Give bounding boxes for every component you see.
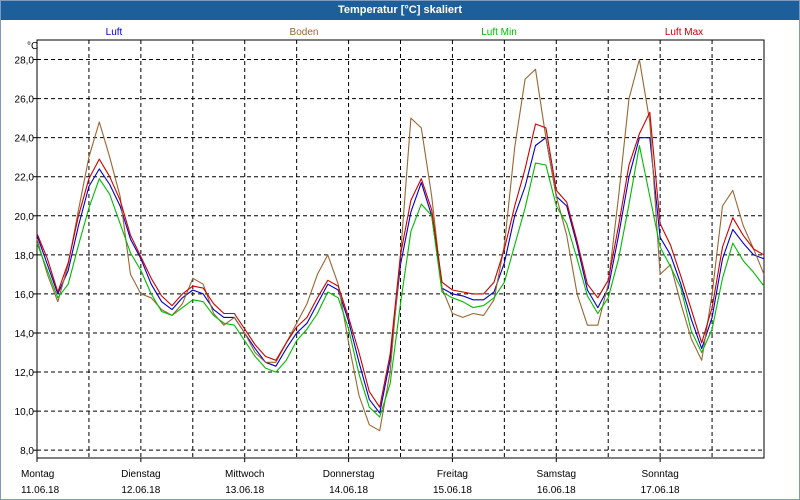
x-tick-day-label: Sonntag <box>642 469 679 480</box>
series-lines <box>36 58 765 432</box>
x-tick-date-label: 16.06.18 <box>537 485 576 496</box>
x-tick-date-label: 12.06.18 <box>121 485 160 496</box>
x-tick-day-label: Mittwoch <box>225 469 264 480</box>
y-tick-label: 20,0 <box>15 212 35 223</box>
y-tick-label: 24,0 <box>15 134 35 145</box>
y-tick-label: 22,0 <box>15 173 35 184</box>
legend: Luft Boden Luft Min Luft Max <box>106 27 704 38</box>
y-tick-label: 14,0 <box>15 329 35 340</box>
series-line-luft-min <box>36 144 765 418</box>
legend-entry-luft-max: Luft Max <box>665 27 703 38</box>
x-tick-date-label: 17.06.18 <box>641 485 680 496</box>
window-title: Temperatur [°C] skaliert <box>1 1 799 20</box>
y-tick-label: 12,0 <box>15 368 35 379</box>
legend-entry-luft: Luft <box>106 27 123 38</box>
x-tick-day-label: Donnerstag <box>323 469 375 480</box>
series-line-luft-max <box>36 111 765 408</box>
y-tick-label: 8,0 <box>20 446 34 457</box>
x-tick-date-label: 11.06.18 <box>21 485 60 496</box>
y-axis-unit-label: °C <box>27 41 38 52</box>
y-tick-label: 16,0 <box>15 290 35 301</box>
legend-entry-luft-min: Luft Min <box>481 27 517 38</box>
y-tick-label: 18,0 <box>15 251 35 262</box>
y-tick-label: 28,0 <box>15 56 35 67</box>
x-tick-day-label: Dienstag <box>121 469 160 480</box>
x-tick-day-label: Samstag <box>537 469 576 480</box>
axis-labels: 8,0 10,0 12,0 14,0 16,0 18,0 20,0 22,0 24,0 26,0 2… <box>15 56 681 496</box>
y-tick-label: 10,0 <box>15 407 35 418</box>
x-tick-date-label: 15.06.18 <box>433 485 472 496</box>
x-tick-date-label: 13.06.18 <box>225 485 264 496</box>
legend-entry-boden: Boden <box>290 27 319 38</box>
x-tick-day-label: Montag <box>21 469 54 480</box>
y-tick-label: 26,0 <box>15 95 35 106</box>
x-tick-date-label: 14.06.18 <box>329 485 368 496</box>
series-line-luft <box>36 137 765 414</box>
x-tick-day-label: Freitag <box>437 469 468 480</box>
